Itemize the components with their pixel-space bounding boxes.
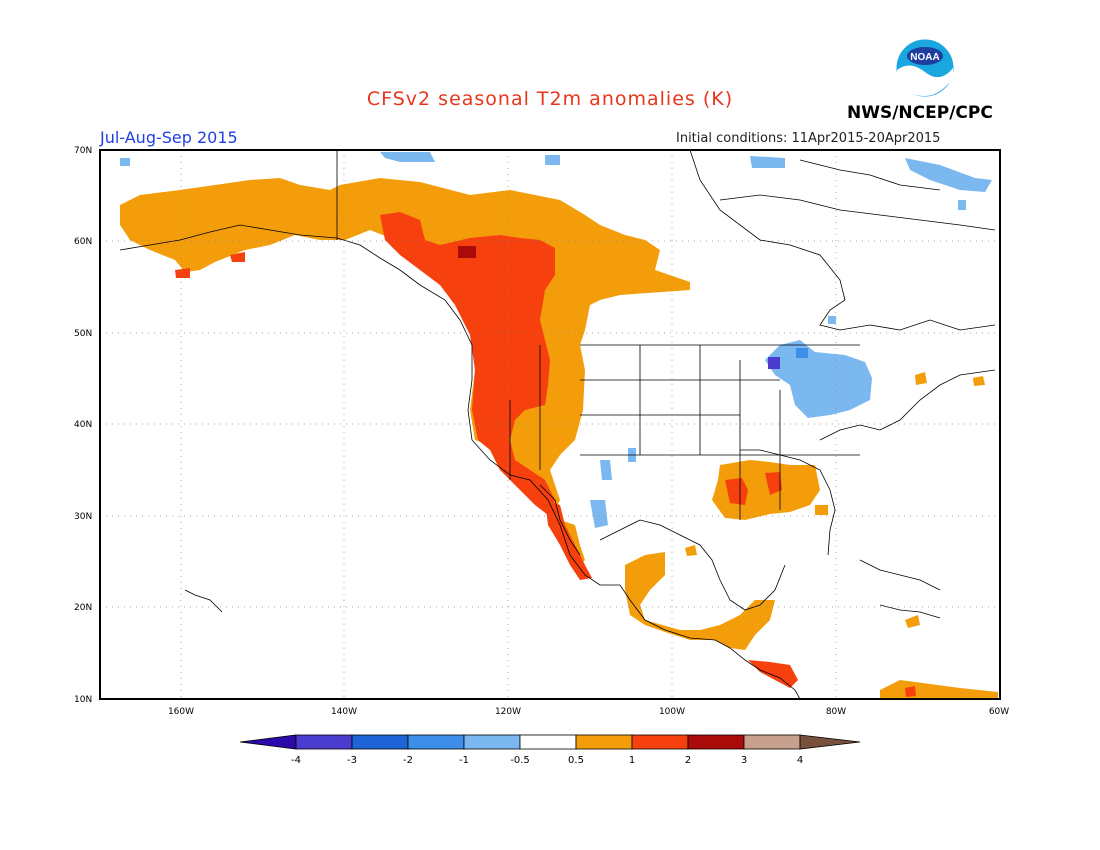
- coastlines: [119, 150, 996, 699]
- colorbar-tick-label: 1: [629, 755, 635, 766]
- anomaly-region-cold: [796, 348, 808, 358]
- lon-label: 160W: [168, 707, 194, 717]
- colorbar-tick-label: 4: [797, 755, 803, 766]
- lon-label: 120W: [495, 707, 521, 717]
- lon-label: 140W: [331, 707, 357, 717]
- lat-label: 50N: [74, 329, 92, 339]
- anomaly-region-hot: [175, 212, 916, 697]
- initial-conditions: Initial conditions: 11Apr2015-20Apr2015: [676, 131, 941, 146]
- colorbar-swatch: [743, 734, 801, 750]
- agency-name: NWS/NCEP/CPC: [847, 103, 993, 123]
- colorbar-tick-label: -3: [347, 755, 357, 766]
- lat-label: 30N: [74, 512, 92, 522]
- latitude-labels: 70N 60N 50N 40N 30N 20N 10N: [74, 146, 92, 705]
- lat-label: 70N: [74, 146, 92, 156]
- colorbar-tick-label: -1: [459, 755, 469, 766]
- lat-label: 40N: [74, 420, 92, 430]
- map-title: CFSv2 seasonal T2m anomalies (K): [366, 88, 734, 110]
- forecast-period: Jul-Aug-Sep 2015: [100, 128, 238, 147]
- anomaly-region-extreme: [458, 246, 476, 258]
- longitude-labels: 160W 140W 120W 100W 80W 60W: [168, 707, 1009, 717]
- lat-label: 60N: [74, 237, 92, 247]
- colorbar-swatch: [463, 734, 521, 750]
- colorbar-tick-label: -2: [403, 755, 413, 766]
- colorbar-swatch: [239, 734, 297, 750]
- colorbar-swatch: [631, 734, 689, 750]
- colorbar-tick-label: -0.5: [510, 755, 530, 766]
- lat-label: 20N: [74, 603, 92, 613]
- colorbar-tick-label: -4: [291, 755, 301, 766]
- colorbar-swatch: [295, 734, 353, 750]
- colorbar-tick-label: 3: [741, 755, 747, 766]
- colorbar: [239, 734, 861, 750]
- colorbar-tick-label: 2: [685, 755, 691, 766]
- noaa-logo: NOAA: [895, 38, 955, 98]
- lat-label: 10N: [74, 695, 92, 705]
- graticule: [100, 150, 1000, 699]
- colorbar-swatch: [407, 734, 465, 750]
- lon-label: 80W: [826, 707, 846, 717]
- colorbar-swatch: [799, 734, 861, 750]
- lon-label: 60W: [989, 707, 1009, 717]
- colorbar-tick-label: 0.5: [568, 755, 584, 766]
- lon-label: 100W: [659, 707, 685, 717]
- map-border: [99, 149, 1001, 700]
- anomaly-region-cool: [120, 152, 992, 528]
- colorbar-labels: -4 -3 -2 -1 -0.5 0.5 1 2 3 4: [291, 755, 803, 766]
- anomaly-region-colder: [768, 357, 780, 369]
- colorbar-swatch: [519, 734, 577, 750]
- logo-text: NOAA: [910, 52, 939, 63]
- colorbar-swatch: [575, 734, 633, 750]
- colorbar-swatch: [351, 734, 409, 750]
- colorbar-swatch: [687, 734, 745, 750]
- anomaly-region-warm: [120, 178, 998, 699]
